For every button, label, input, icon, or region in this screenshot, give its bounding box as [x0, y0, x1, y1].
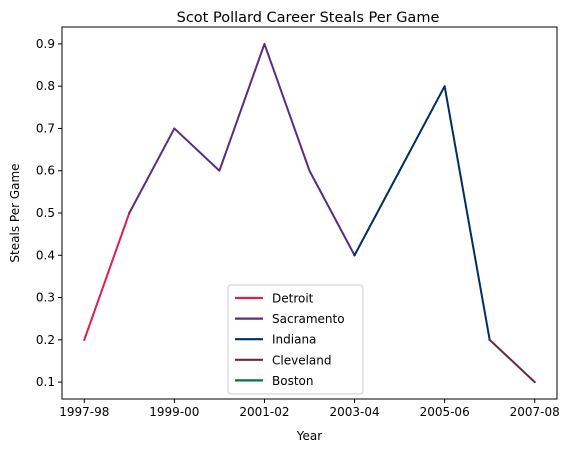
y-axis-label: Steals Per Game — [8, 163, 22, 262]
y-tick-label: 0.3 — [36, 291, 55, 305]
series-line-sacramento — [127, 42, 356, 257]
x-tick-label: 2005-06 — [420, 405, 470, 419]
x-tick-label: 1999-00 — [149, 405, 199, 419]
legend: Detroit Sacramento Indiana Cleveland Boston — [227, 284, 364, 395]
x-axis-label: Year — [296, 429, 322, 443]
x-tick-label: 2003-04 — [329, 405, 379, 419]
series-line-cleveland — [488, 338, 537, 384]
legend-label-cleveland: Cleveland — [272, 353, 332, 367]
y-tick-label: 0.9 — [36, 37, 55, 51]
y-tick-label: 0.2 — [36, 333, 55, 347]
y-tick-label: 0.4 — [36, 248, 55, 262]
y-tick-label: 0.8 — [36, 79, 55, 93]
legend-label-sacramento: Sacramento — [272, 312, 345, 326]
x-tick-label: 2001-02 — [239, 405, 289, 419]
legend-label-boston: Boston — [272, 374, 313, 388]
y-tick-label: 0.5 — [36, 206, 55, 220]
y-axis: 0.1 0.2 0.3 0.4 0.5 0.6 0.7 0.8 0.9 — [36, 37, 62, 389]
chart-title: Scot Pollard Career Steals Per Game — [177, 10, 440, 26]
x-axis: 1997-98 1999-00 2001-02 2003-04 2005-06 2007-… — [59, 399, 560, 419]
y-tick-label: 0.7 — [36, 121, 55, 135]
series-line-indiana — [353, 85, 491, 341]
y-tick-label: 0.6 — [36, 164, 55, 178]
series-line-detroit — [83, 211, 131, 342]
legend-label-detroit: Detroit — [272, 292, 314, 306]
x-tick-label: 1997-98 — [59, 405, 109, 419]
legend-label-indiana: Indiana — [272, 333, 316, 347]
y-tick-label: 0.1 — [36, 375, 55, 389]
x-tick-label: 2007-08 — [510, 405, 560, 419]
series-lines — [83, 42, 537, 384]
legend-box — [227, 284, 364, 395]
